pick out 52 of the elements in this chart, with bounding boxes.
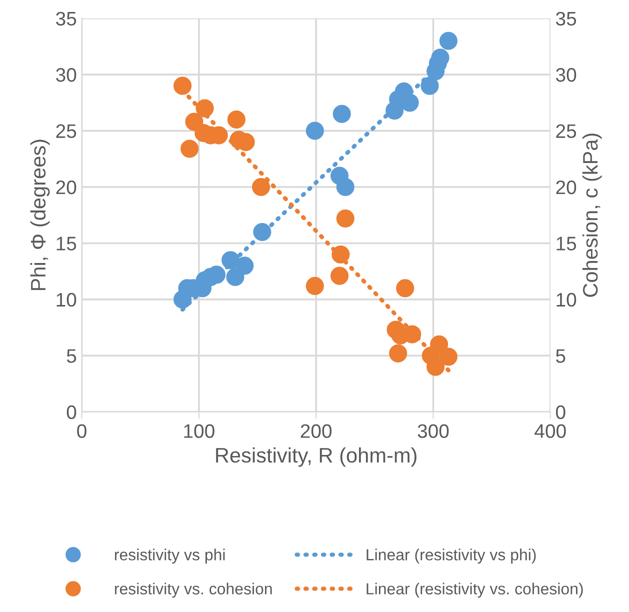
x-tick-label: 300 [418,424,449,438]
point [336,209,354,228]
point [253,222,272,242]
y-tick-label: 25 [56,124,76,138]
legend-label: Linear (resistivity vs. cohesion) [366,582,583,598]
x-axis-title: Resistivity, R (ohm-m) [216,447,416,467]
point [426,358,445,376]
legend-label: resistivity vs. cohesion [114,582,272,598]
y-tick-label: 20 [56,180,76,194]
point [180,140,199,158]
point [439,348,458,366]
point [306,276,324,295]
y-tick-label: 10 [56,292,76,307]
y-tick-label: 30 [56,68,76,82]
y2-tick-label: 30 [556,68,576,82]
point [306,122,324,140]
point [396,279,414,298]
point [420,76,439,95]
y-axis-title: Phi, Φ (degrees) [30,140,50,290]
point [227,110,246,129]
x-tick-label: 0 [77,424,86,438]
y-tick-label: 35 [56,12,76,26]
x-tick-label: 200 [300,424,332,438]
legend-label: Linear (resistivity vs phi) [366,548,536,564]
y2-axis-title: Cohesion, c (kPa) [582,134,602,297]
y2-tick-label: 10 [556,292,576,307]
y-tick-label: 15 [56,236,76,250]
y2-tick-label: 20 [556,180,576,194]
x-tick-label: 100 [184,424,214,438]
point [196,99,214,118]
y2-tick-label: 25 [556,124,576,138]
point [430,335,448,354]
point [332,245,350,264]
point [226,268,244,286]
point [173,76,192,95]
y-tick-label: 0 [66,405,76,420]
y-tick-label: 5 [66,349,76,363]
point [330,266,349,285]
point [252,178,270,196]
point [236,256,254,275]
point [222,251,240,270]
x-tick-label: 400 [534,424,566,438]
legend-label: resistivity vs phi [114,548,225,564]
point [336,178,354,196]
y2-tick-label: 35 [556,12,576,26]
y2-tick-label: 0 [556,405,566,420]
point [389,344,408,362]
point [439,32,458,50]
y2-tick-label: 5 [556,349,566,363]
point [332,104,351,123]
point [400,94,419,112]
y2-tick-label: 15 [556,236,576,250]
